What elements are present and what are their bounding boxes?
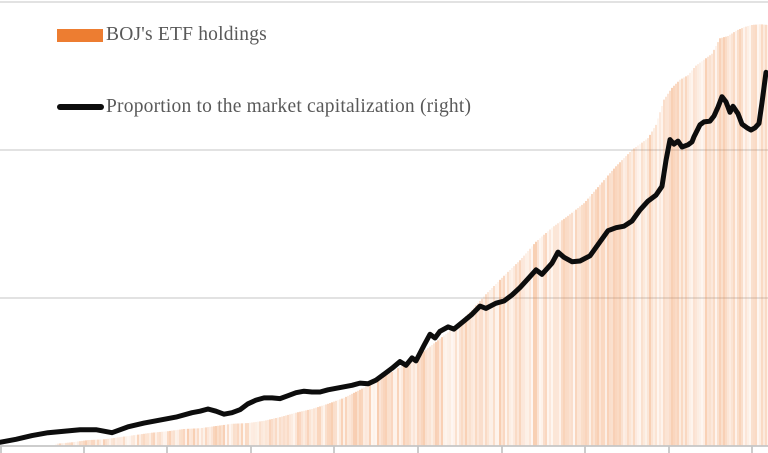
legend-label-etf-holdings: BOJ's ETF holdings [106,24,267,45]
legend-label-proportion: Proportion to the market capitalization … [106,96,472,117]
line-series-swatch [57,104,104,110]
legend-item-etf-holdings: BOJ's ETF holdings [57,22,471,48]
legend: BOJ's ETF holdings Proportion to the mar… [57,22,471,166]
bar-series-swatch [57,28,103,42]
legend-item-proportion: Proportion to the market capitalization … [57,94,471,120]
